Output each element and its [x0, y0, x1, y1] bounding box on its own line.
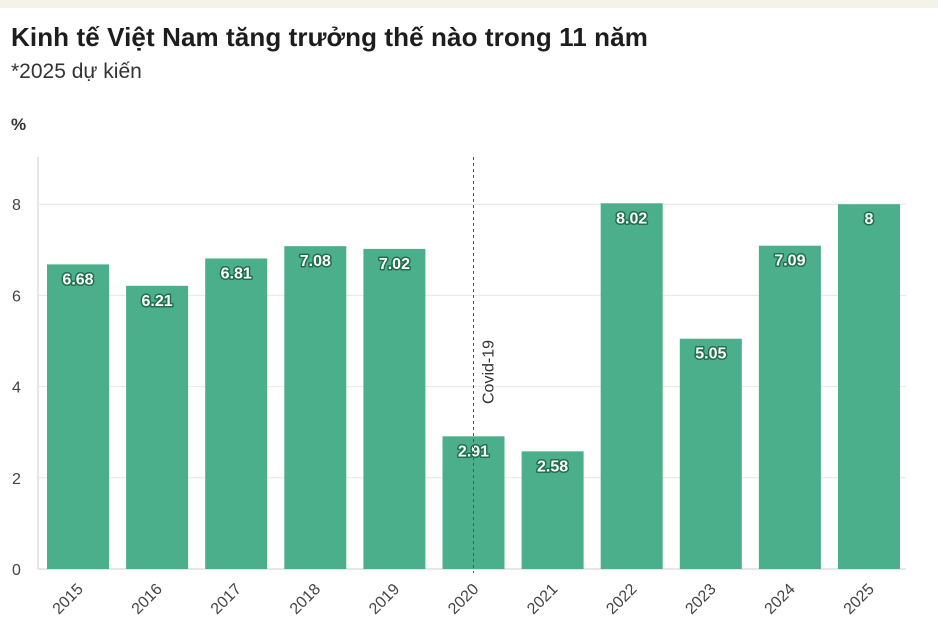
bar — [758, 245, 821, 570]
x-tick-label: 2018 — [287, 581, 324, 618]
x-tick-label: 2020 — [445, 581, 482, 618]
y-tick-label: 6 — [12, 288, 21, 305]
y-tick-label: 8 — [12, 197, 21, 214]
bar — [47, 264, 109, 569]
bar — [284, 246, 347, 570]
data-label: 6.21 — [142, 293, 173, 310]
data-label: 7.09 — [774, 253, 805, 270]
x-tick-label: 2025 — [841, 581, 878, 618]
data-label: 6.81 — [221, 265, 252, 282]
x-tick-label: 2015 — [50, 581, 87, 618]
data-label: 6.68 — [62, 271, 93, 288]
covid-annotation-label: Covid-19 — [481, 340, 498, 404]
bar — [363, 248, 426, 569]
data-label: 8.02 — [616, 210, 647, 227]
y-tick-label: 0 — [12, 562, 21, 579]
data-label: 5.05 — [695, 346, 726, 363]
data-label: 8 — [865, 211, 874, 228]
chart-subtitle: *2025 dự kiến — [11, 60, 142, 83]
x-tick-label: 2017 — [208, 581, 245, 618]
data-label: 7.08 — [300, 253, 331, 270]
data-label: 7.02 — [379, 256, 410, 273]
bar — [126, 285, 189, 569]
top-band — [0, 0, 938, 8]
x-tick-label: 2016 — [129, 581, 166, 618]
x-tick-label: 2019 — [366, 581, 403, 618]
x-tick-label: 2023 — [682, 581, 719, 618]
chart-title: Kinh tế Việt Nam tăng trưởng thế nào tro… — [11, 22, 648, 52]
y-tick-label: 2 — [12, 471, 21, 488]
bar — [679, 338, 742, 569]
y-axis-unit-label: % — [11, 115, 27, 134]
x-tick-label: 2021 — [524, 581, 561, 618]
bar — [521, 451, 584, 569]
x-tick-label: 2022 — [603, 581, 640, 618]
y-tick-label: 4 — [12, 380, 21, 397]
bar — [838, 204, 900, 569]
bar — [600, 203, 663, 569]
bar — [205, 258, 268, 569]
data-label: 2.58 — [537, 458, 568, 475]
x-tick-label: 2024 — [762, 581, 799, 618]
